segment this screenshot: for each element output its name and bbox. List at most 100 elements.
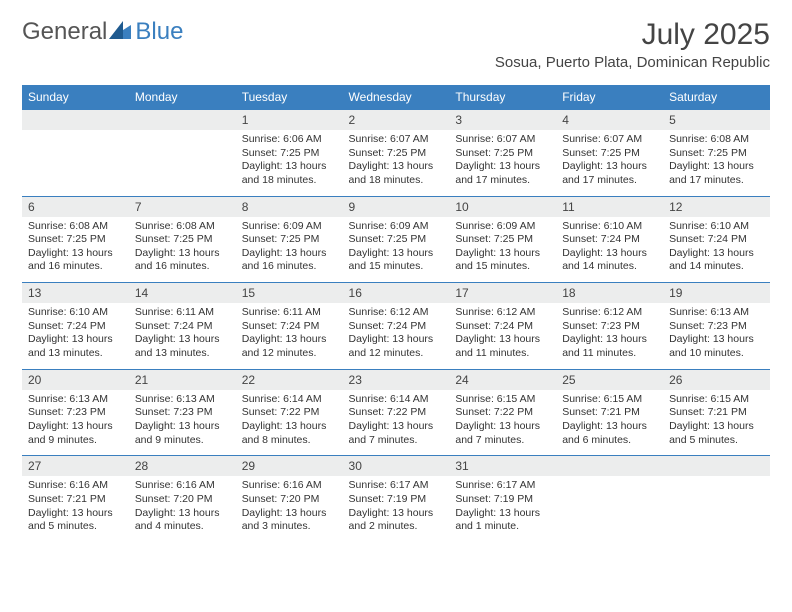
day-number-cell: 6: [22, 196, 129, 217]
day-content-cell: Sunrise: 6:08 AMSunset: 7:25 PMDaylight:…: [129, 217, 236, 283]
day-number-cell: [556, 456, 663, 477]
sunrise-line: Sunrise: 6:12 AM: [455, 306, 550, 320]
sunset-line: Sunset: 7:21 PM: [562, 406, 657, 420]
sunset-line: Sunset: 7:23 PM: [562, 320, 657, 334]
sunset-line: Sunset: 7:25 PM: [562, 147, 657, 161]
month-title: July 2025: [495, 18, 770, 52]
day-content-cell: [22, 130, 129, 196]
daylight-line: Daylight: 13 hours and 11 minutes.: [455, 333, 550, 360]
day-number-cell: 29: [236, 456, 343, 477]
daynum-row: 2728293031: [22, 456, 770, 477]
sunrise-line: Sunrise: 6:16 AM: [135, 479, 230, 493]
sunrise-line: Sunrise: 6:16 AM: [242, 479, 337, 493]
day-number-cell: 13: [22, 283, 129, 304]
dow-wednesday: Wednesday: [343, 85, 450, 110]
dow-row: Sunday Monday Tuesday Wednesday Thursday…: [22, 85, 770, 110]
day-number-cell: 22: [236, 369, 343, 390]
sunset-line: Sunset: 7:25 PM: [455, 147, 550, 161]
day-number-cell: 19: [663, 283, 770, 304]
sunset-line: Sunset: 7:24 PM: [349, 320, 444, 334]
daylight-line: Daylight: 13 hours and 15 minutes.: [455, 247, 550, 274]
sunrise-line: Sunrise: 6:09 AM: [349, 220, 444, 234]
dow-monday: Monday: [129, 85, 236, 110]
daylight-line: Daylight: 13 hours and 18 minutes.: [349, 160, 444, 187]
daylight-line: Daylight: 13 hours and 16 minutes.: [28, 247, 123, 274]
daylight-line: Daylight: 13 hours and 9 minutes.: [135, 420, 230, 447]
sunset-line: Sunset: 7:25 PM: [242, 233, 337, 247]
day-number-cell: 2: [343, 110, 450, 131]
sunrise-line: Sunrise: 6:11 AM: [135, 306, 230, 320]
day-content-cell: Sunrise: 6:13 AMSunset: 7:23 PMDaylight:…: [22, 390, 129, 456]
content-row: Sunrise: 6:08 AMSunset: 7:25 PMDaylight:…: [22, 217, 770, 283]
sunrise-line: Sunrise: 6:09 AM: [455, 220, 550, 234]
day-number-cell: 21: [129, 369, 236, 390]
sunset-line: Sunset: 7:25 PM: [455, 233, 550, 247]
sunrise-line: Sunrise: 6:17 AM: [455, 479, 550, 493]
content-row: Sunrise: 6:10 AMSunset: 7:24 PMDaylight:…: [22, 303, 770, 369]
daylight-line: Daylight: 13 hours and 17 minutes.: [669, 160, 764, 187]
sunrise-line: Sunrise: 6:08 AM: [28, 220, 123, 234]
daylight-line: Daylight: 13 hours and 18 minutes.: [242, 160, 337, 187]
daylight-line: Daylight: 13 hours and 5 minutes.: [669, 420, 764, 447]
sunset-line: Sunset: 7:25 PM: [28, 233, 123, 247]
sunrise-line: Sunrise: 6:12 AM: [562, 306, 657, 320]
sunset-line: Sunset: 7:24 PM: [669, 233, 764, 247]
daynum-row: 12345: [22, 110, 770, 131]
day-content-cell: Sunrise: 6:08 AMSunset: 7:25 PMDaylight:…: [22, 217, 129, 283]
brand-blue: Blue: [135, 18, 183, 46]
day-content-cell: Sunrise: 6:17 AMSunset: 7:19 PMDaylight:…: [449, 476, 556, 542]
daylight-line: Daylight: 13 hours and 12 minutes.: [349, 333, 444, 360]
brand-logo: General Blue: [22, 18, 183, 46]
sunrise-line: Sunrise: 6:06 AM: [242, 133, 337, 147]
sunset-line: Sunset: 7:25 PM: [242, 147, 337, 161]
day-number-cell: 25: [556, 369, 663, 390]
brand-mark-icon: [109, 18, 131, 46]
day-content-cell: Sunrise: 6:06 AMSunset: 7:25 PMDaylight:…: [236, 130, 343, 196]
sunset-line: Sunset: 7:23 PM: [669, 320, 764, 334]
day-content-cell: Sunrise: 6:16 AMSunset: 7:20 PMDaylight:…: [236, 476, 343, 542]
content-row: Sunrise: 6:16 AMSunset: 7:21 PMDaylight:…: [22, 476, 770, 542]
sunset-line: Sunset: 7:23 PM: [135, 406, 230, 420]
calendar-table: Sunday Monday Tuesday Wednesday Thursday…: [22, 85, 770, 542]
daylight-line: Daylight: 13 hours and 7 minutes.: [349, 420, 444, 447]
day-number-cell: [663, 456, 770, 477]
sunset-line: Sunset: 7:19 PM: [349, 493, 444, 507]
sunrise-line: Sunrise: 6:07 AM: [455, 133, 550, 147]
sunset-line: Sunset: 7:22 PM: [242, 406, 337, 420]
daylight-line: Daylight: 13 hours and 7 minutes.: [455, 420, 550, 447]
dow-saturday: Saturday: [663, 85, 770, 110]
sunset-line: Sunset: 7:22 PM: [349, 406, 444, 420]
day-content-cell: Sunrise: 6:11 AMSunset: 7:24 PMDaylight:…: [236, 303, 343, 369]
sunrise-line: Sunrise: 6:10 AM: [669, 220, 764, 234]
brand-general: General: [22, 18, 107, 46]
day-content-cell: Sunrise: 6:10 AMSunset: 7:24 PMDaylight:…: [663, 217, 770, 283]
dow-sunday: Sunday: [22, 85, 129, 110]
day-number-cell: [129, 110, 236, 131]
day-content-cell: Sunrise: 6:11 AMSunset: 7:24 PMDaylight:…: [129, 303, 236, 369]
day-number-cell: 11: [556, 196, 663, 217]
daylight-line: Daylight: 13 hours and 13 minutes.: [135, 333, 230, 360]
day-number-cell: [22, 110, 129, 131]
sunrise-line: Sunrise: 6:15 AM: [669, 393, 764, 407]
day-content-cell: Sunrise: 6:07 AMSunset: 7:25 PMDaylight:…: [556, 130, 663, 196]
sunset-line: Sunset: 7:25 PM: [349, 147, 444, 161]
sunrise-line: Sunrise: 6:10 AM: [562, 220, 657, 234]
day-number-cell: 8: [236, 196, 343, 217]
dow-friday: Friday: [556, 85, 663, 110]
sunrise-line: Sunrise: 6:15 AM: [562, 393, 657, 407]
day-number-cell: 4: [556, 110, 663, 131]
day-content-cell: Sunrise: 6:13 AMSunset: 7:23 PMDaylight:…: [129, 390, 236, 456]
day-number-cell: 1: [236, 110, 343, 131]
sunset-line: Sunset: 7:24 PM: [28, 320, 123, 334]
daylight-line: Daylight: 13 hours and 4 minutes.: [135, 507, 230, 534]
day-content-cell: Sunrise: 6:09 AMSunset: 7:25 PMDaylight:…: [236, 217, 343, 283]
daylight-line: Daylight: 13 hours and 14 minutes.: [669, 247, 764, 274]
day-number-cell: 5: [663, 110, 770, 131]
day-content-cell: [663, 476, 770, 542]
location-text: Sosua, Puerto Plata, Dominican Republic: [495, 54, 770, 71]
daylight-line: Daylight: 13 hours and 14 minutes.: [562, 247, 657, 274]
sunset-line: Sunset: 7:21 PM: [28, 493, 123, 507]
sunrise-line: Sunrise: 6:16 AM: [28, 479, 123, 493]
day-number-cell: 31: [449, 456, 556, 477]
day-number-cell: 18: [556, 283, 663, 304]
